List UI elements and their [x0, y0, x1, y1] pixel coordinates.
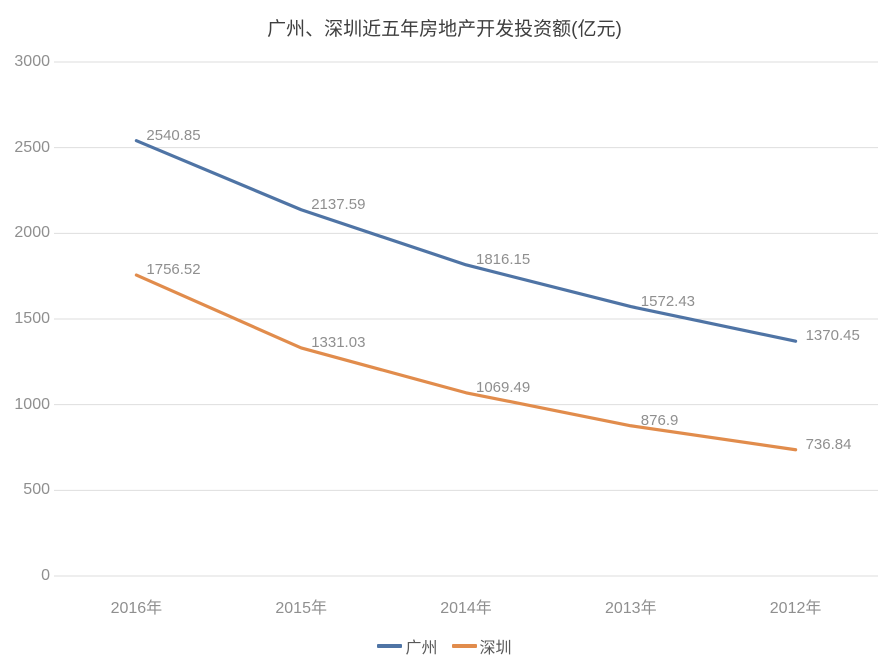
legend-item-guangzhou: 广州 [377, 634, 438, 658]
legend-label-guangzhou: 广州 [405, 640, 438, 657]
legend-swatch-guangzhou [377, 644, 403, 648]
legend: 广州 深圳 [0, 634, 889, 658]
series-line-guangzhou [134, 139, 798, 343]
chart-title: 广州、深圳近五年房地产开发投资额(亿元) [267, 19, 622, 40]
series-line-shenzhen [134, 273, 798, 452]
legend-item-shenzhen: 深圳 [451, 634, 512, 658]
legend-label-shenzhen: 深圳 [479, 640, 512, 657]
legend-swatch-shenzhen [451, 644, 477, 648]
